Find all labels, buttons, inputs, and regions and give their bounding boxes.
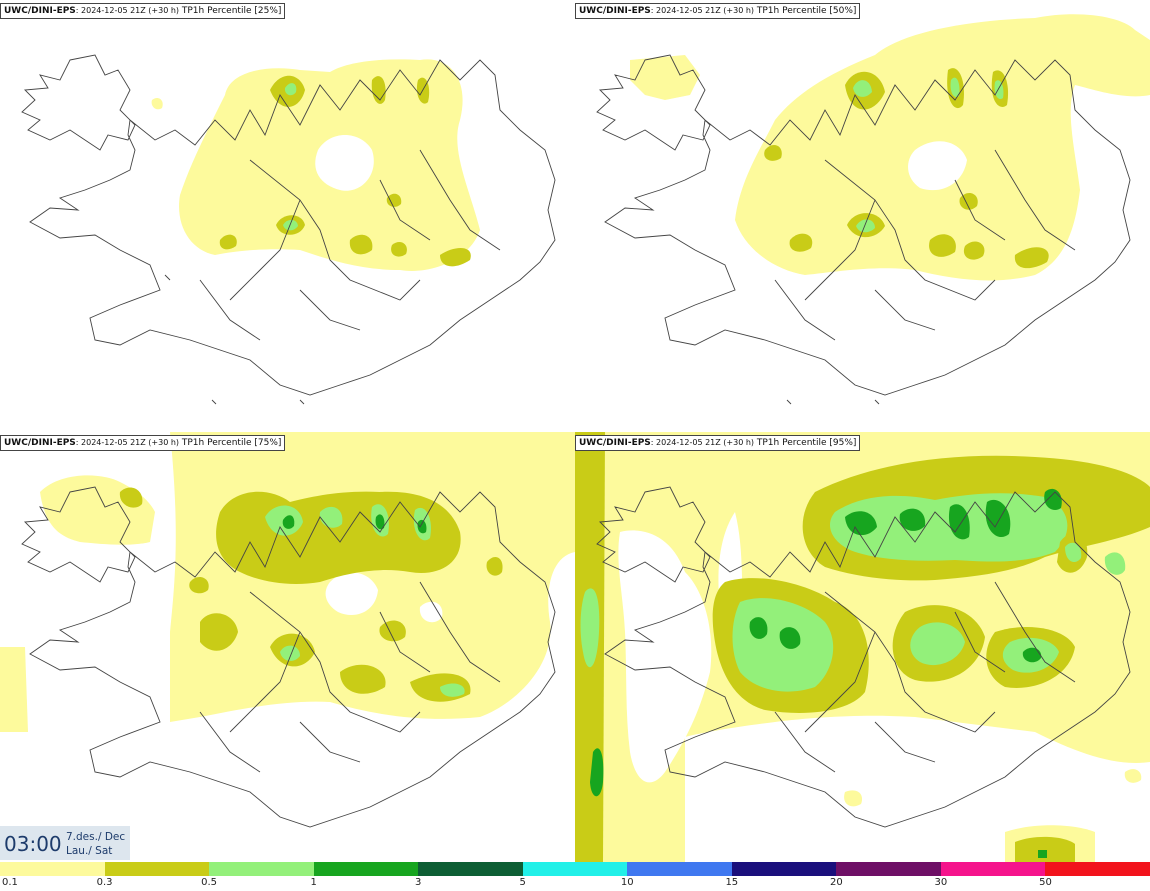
precip-map [596, 14, 1150, 405]
map-panel-25: UWC/DINI-EPS: 2024-12-05 21Z (+30 h) TP1… [0, 0, 575, 430]
colorbar-ticks: 0.1 0.3 0.5 1 3 5 10 15 20 30 50 [0, 876, 1150, 891]
colorbar-tick-label: 20 [829, 877, 843, 888]
colorbar [0, 862, 1150, 876]
map-panel-50: UWC/DINI-EPS: 2024-12-05 21Z (+30 h) TP1… [575, 0, 1150, 430]
colorbar-segment [418, 862, 523, 876]
iceland-coastline [21, 54, 556, 405]
panel-title: UWC/DINI-EPS: 2024-12-05 21Z (+30 h) TP1… [575, 3, 861, 19]
colorbar-tick-label: 1 [310, 877, 317, 888]
precip-map [575, 432, 1150, 862]
precip-layer [0, 432, 575, 732]
colorbar-segment [104, 862, 210, 876]
colorbar-segment [836, 862, 941, 876]
iceland-coastline [596, 54, 1131, 405]
colorbar-tick-label: 30 [934, 877, 948, 888]
colorbar-tick-label: 10 [620, 877, 634, 888]
precip-map [21, 54, 556, 405]
panel-title: UWC/DINI-EPS: 2024-12-05 21Z (+30 h) TP1… [0, 3, 286, 19]
precip-map [0, 432, 575, 828]
iceland-coastline [596, 486, 1131, 828]
panel-title: UWC/DINI-EPS: 2024-12-05 21Z (+30 h) TP1… [575, 435, 861, 451]
map-panel-75: UWC/DINI-EPS: 2024-12-05 21Z (+30 h) TP1… [0, 432, 575, 862]
colorbar-segment [731, 862, 837, 876]
colorbar-segment [0, 862, 105, 876]
colorbar-segment [313, 862, 419, 876]
colorbar-tick-label: 15 [725, 877, 739, 888]
colorbar-segment [627, 862, 732, 876]
colorbar-segment [209, 862, 314, 876]
valid-date-line2: Lau./ Sat [66, 845, 113, 857]
iceland-coastline [21, 486, 556, 828]
precip-layer [151, 59, 480, 271]
valid-date-line1: 7.des./ Dec [66, 831, 126, 843]
colorbar-tick-label: 0.3 [96, 877, 113, 888]
panel-title: UWC/DINI-EPS: 2024-12-05 21Z (+30 h) TP1… [0, 435, 286, 451]
precip-layer [630, 14, 1150, 281]
precip-layer [575, 432, 1150, 862]
colorbar-segment [1045, 862, 1150, 876]
valid-time-box: 03:00 7.des./ Dec Lau./ Sat [0, 826, 130, 860]
colorbar-tick-label: 5 [519, 877, 526, 888]
colorbar-tick-label: 0.5 [201, 877, 218, 888]
colorbar-segment [940, 862, 1046, 876]
colorbar-segment [522, 862, 628, 876]
valid-time: 03:00 [4, 832, 62, 856]
colorbar-tick-label: 50 [1039, 877, 1052, 888]
colorbar-tick-label: 0.1 [2, 877, 18, 888]
colorbar-tick-label: 3 [414, 877, 422, 888]
map-panel-95: UWC/DINI-EPS: 2024-12-05 21Z (+30 h) TP1… [575, 432, 1150, 862]
